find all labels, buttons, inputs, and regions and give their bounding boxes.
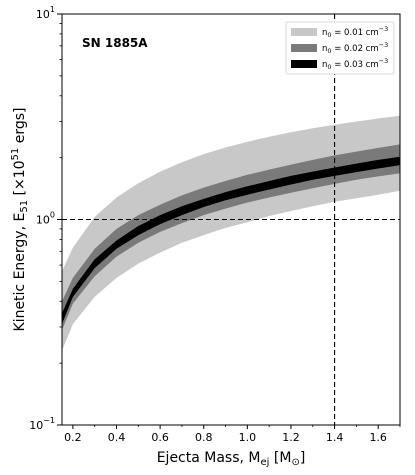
legend-label: n0 = 0.01 cm−3 — [322, 25, 388, 39]
x-tick-label: 0.2 — [64, 431, 82, 444]
y-tick-label: 10−1 — [29, 416, 55, 432]
y-axis-label: Kinetic Energy, E51 [×1051 ergs] — [10, 108, 30, 332]
bands-group — [62, 115, 400, 351]
x-tick-label: 0.8 — [195, 431, 213, 444]
annotation-sn-1885a: SN 1885A — [82, 36, 148, 50]
band-n0-0.03 — [62, 156, 400, 324]
x-tick-label: 1.0 — [239, 431, 257, 444]
x-axis-ticks: 0.2 0.4 0.6 0.8 1.0 1.2 1.4 1.6 — [64, 425, 401, 444]
y-tick-label: 101 — [36, 5, 55, 21]
legend-swatch — [291, 44, 317, 52]
x-tick-label: 1.6 — [369, 431, 387, 444]
legend-label: n0 = 0.03 cm−3 — [322, 57, 388, 71]
y-tick-label: 100 — [36, 211, 55, 227]
legend-label: n0 = 0.02 cm−3 — [322, 41, 388, 55]
x-tick-label: 0.6 — [151, 431, 169, 444]
x-tick-label: 1.4 — [326, 431, 344, 444]
y-axis-ticks: 10−1 100 101 — [29, 5, 62, 432]
plot-frame — [61, 13, 401, 426]
legend-swatch — [291, 60, 317, 68]
x-axis-label: Ejecta Mass, Mej [M⊙] — [157, 450, 306, 468]
legend: n0 = 0.01 cm−3 n0 = 0.02 cm−3 n0 = 0.03 cm… — [285, 21, 395, 75]
legend-swatch — [291, 28, 317, 36]
x-tick-label: 1.2 — [282, 431, 300, 444]
x-tick-label: 0.4 — [108, 431, 126, 444]
